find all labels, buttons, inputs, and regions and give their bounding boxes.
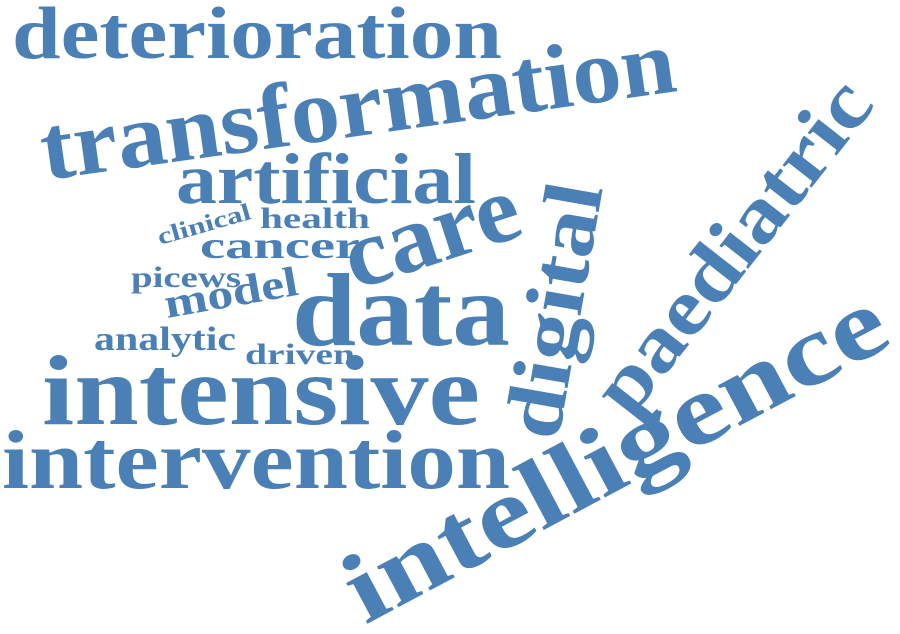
word-cancer: cancer bbox=[200, 225, 360, 267]
word-intervention: intervention bbox=[2, 414, 510, 507]
word-deterioration: deterioration bbox=[12, 0, 502, 75]
word-data: data bbox=[292, 253, 510, 368]
word-health: health bbox=[260, 202, 370, 235]
word-intensive: intensive bbox=[42, 335, 480, 446]
word-picews: picews bbox=[131, 261, 241, 294]
word-analytic: analytic bbox=[94, 321, 236, 358]
word-driven: driven bbox=[245, 338, 355, 371]
word-artificial: artificial bbox=[176, 139, 476, 219]
